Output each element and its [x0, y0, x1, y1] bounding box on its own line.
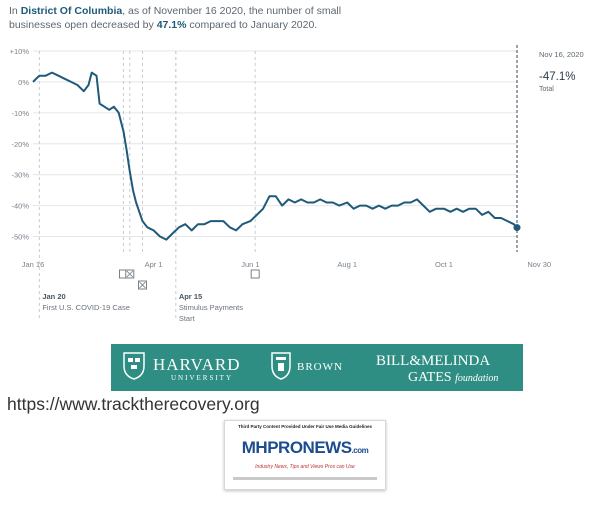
y-tick-label: -40%	[11, 202, 29, 211]
event-desc-label-cont: Start	[179, 314, 196, 323]
closure-cross-icon	[126, 270, 134, 278]
partner-banner: HARVARD UNIVERSITY BROWN BILL&MELINDA GA…	[111, 344, 523, 391]
x-tick-label: Aug 1	[337, 260, 357, 269]
gates-foundation-text: foundation	[455, 373, 499, 384]
headline: In District Of Columbia, as of November …	[9, 4, 389, 32]
shutdown-cross-icon	[139, 281, 146, 289]
x-tick-label: Apr 1	[145, 260, 163, 269]
latest-value-label: -47.1%	[539, 71, 575, 83]
mhpronews-divider	[233, 477, 377, 480]
reopen-icon	[250, 269, 260, 279]
harvard-shield-icon	[123, 352, 145, 380]
brown-shield-icon	[271, 352, 291, 380]
latest-data-point	[513, 224, 521, 232]
event-desc-label: First U.S. COVID-19 Case	[42, 303, 130, 312]
gates-name: GATES	[408, 370, 452, 385]
mhpronews-logo: MHPRONEWS.com	[225, 438, 385, 458]
harvard-university-text: UNIVERSITY	[171, 374, 233, 382]
x-tick-label: Oct 1	[435, 260, 453, 269]
event-date-label: Jan 20	[42, 292, 65, 301]
event-date-label: Apr 15	[179, 292, 202, 301]
mhpronews-tagline: Industry News, Tips and Views Pros can U…	[255, 464, 355, 470]
latest-date-label: Nov 16, 2020	[539, 50, 584, 59]
gates-wordmark-line2: GATES foundation	[408, 370, 498, 386]
harvard-wordmark: HARVARD	[153, 355, 241, 374]
y-tick-label: -50%	[11, 233, 29, 242]
y-tick-label: -20%	[11, 140, 29, 149]
headline-text-1: In	[9, 5, 21, 17]
y-tick-label: +10%	[10, 47, 30, 56]
brown-wordmark: BROWN	[297, 361, 343, 373]
mhpronews-logo-com: .com	[351, 446, 369, 455]
x-tick-label: Jun 1	[241, 260, 259, 269]
source-url[interactable]: https://www.tracktherecovery.org	[7, 394, 260, 414]
latest-value-caption: Total	[539, 86, 554, 93]
y-tick-label: -30%	[11, 171, 29, 180]
event-desc-label: Stimulus Payments	[179, 303, 243, 312]
x-tick-label: Nov 30	[527, 260, 551, 269]
mhpronews-logo-text: MHPRONEWS	[241, 438, 352, 457]
y-tick-label: 0%	[18, 78, 29, 87]
gates-wordmark-line1: BILL&MELINDA	[376, 353, 491, 369]
headline-text-3: compared to January 2020.	[186, 19, 318, 31]
mhpronews-badge: Third Party Content Provided Under Fair …	[224, 420, 386, 490]
mhpronews-fair-use-note: Third Party Content Provided Under Fair …	[237, 424, 373, 429]
headline-percent: 47.1%	[156, 19, 187, 31]
series-line	[32, 71, 518, 241]
line-chart: +10% 0% -10% -20% -30% -40% -50% Jan 16 Apr 1 Jun…	[10, 45, 584, 323]
headline-place: District Of Columbia	[20, 5, 123, 17]
headline-text-2: , as of November 16 2020, the number of …	[9, 5, 342, 31]
x-tick-label: Jan 16	[22, 260, 45, 269]
y-tick-label: -10%	[11, 109, 29, 118]
